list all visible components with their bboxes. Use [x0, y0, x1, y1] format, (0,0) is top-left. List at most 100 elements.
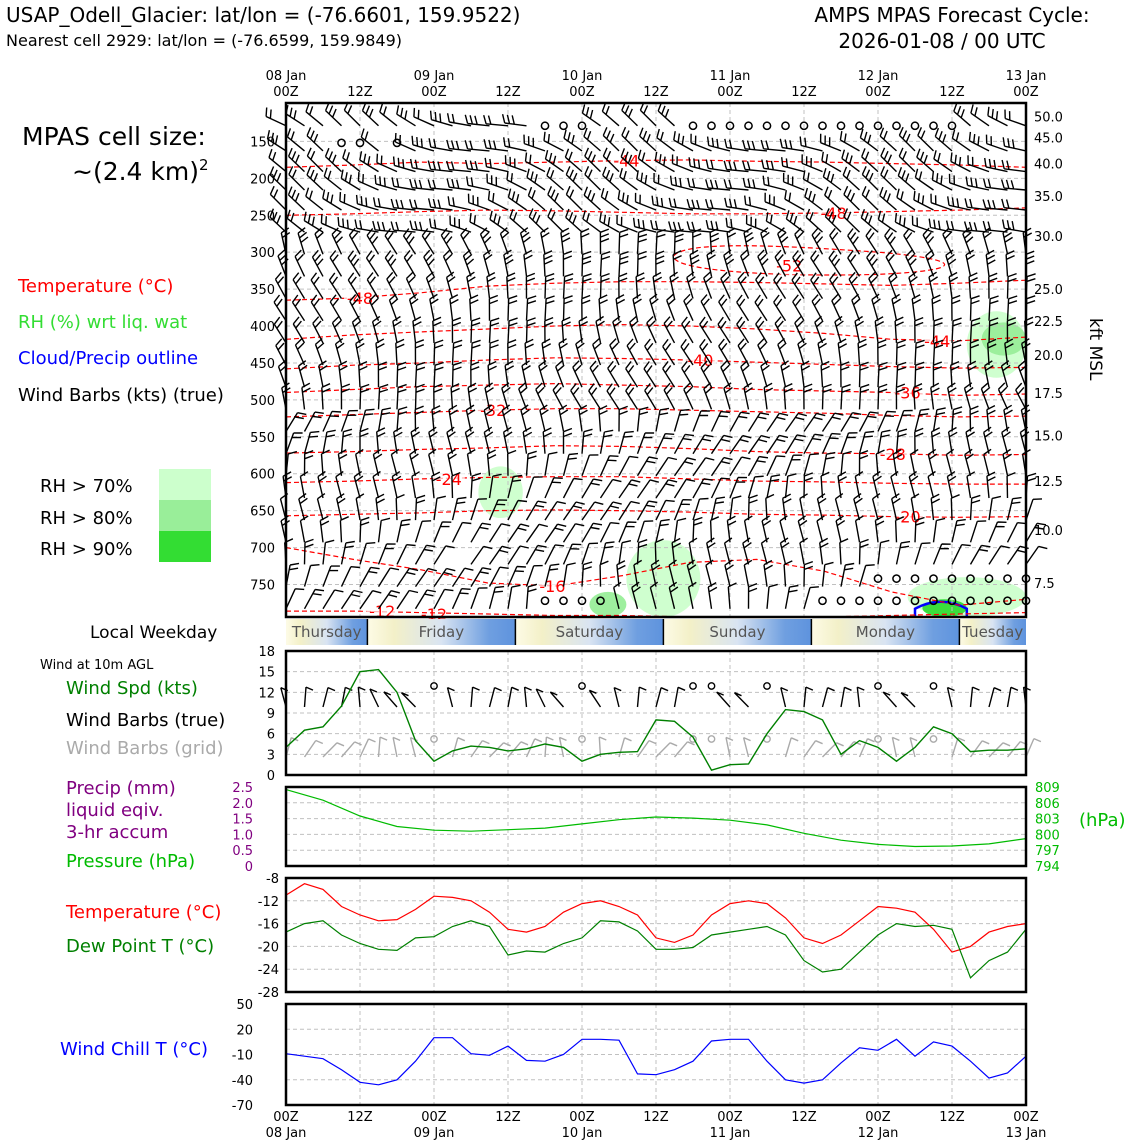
wind-barb [433, 521, 452, 543]
wind-barb [429, 218, 453, 233]
wind-barb [792, 250, 805, 277]
wind-barb [895, 361, 907, 388]
cross-y-tick-label: 650 [250, 505, 275, 520]
wind-barb [616, 214, 638, 233]
bottom-hour-label: 12Z [791, 1110, 817, 1125]
wind-barb [894, 516, 905, 543]
wind-barb [982, 227, 992, 255]
wind-y-tick-label: 3 [267, 748, 275, 763]
weekday-label: Thursday [291, 623, 362, 641]
wind-barb [911, 215, 934, 233]
calm-wind-marker [818, 596, 827, 606]
wind-barb [572, 360, 583, 388]
wind-barb [522, 426, 533, 454]
temp-y-tick-label: -28 [258, 986, 279, 1001]
wind-barb-grid [507, 741, 529, 758]
wind-barb [766, 583, 778, 609]
wind-barb [372, 470, 381, 499]
wind-barb [543, 250, 553, 277]
wind-barb [781, 157, 805, 173]
wind-barb [618, 479, 641, 499]
wind-barb [829, 227, 842, 255]
wind-barb [740, 360, 750, 388]
temp-panel-frame [284, 876, 1028, 994]
wind-barb [655, 407, 670, 432]
press-panel-frame [284, 785, 1028, 868]
wind-barb-true [780, 686, 789, 708]
wind-barb-grid [409, 736, 418, 758]
wind-barb [564, 148, 583, 173]
wind-barb [822, 168, 842, 191]
wind-barb [654, 151, 675, 173]
wind-barb [486, 271, 496, 299]
wind-barb [433, 339, 444, 366]
wind-barb [621, 126, 638, 152]
wind-barb [544, 316, 554, 343]
wind-barb [599, 228, 610, 255]
wind-barb [616, 560, 626, 587]
wind-barb [266, 130, 287, 152]
wind-barb [988, 521, 1007, 543]
wind-barb [763, 559, 773, 587]
cell-size-superscript: 2 [199, 156, 209, 174]
wind-barb [405, 271, 417, 299]
local-weekday-label: Local Weekday [90, 623, 217, 643]
wind-barb [964, 198, 990, 211]
bottom-date-label: 08 Jan [266, 1126, 307, 1140]
wind-barb [470, 317, 481, 343]
wind-barb [395, 338, 405, 366]
wind-barb [782, 493, 792, 521]
weekday-label: Saturday [556, 623, 624, 641]
wind-barb [766, 455, 786, 477]
calm-wind-marker [855, 121, 864, 131]
wind-barb [451, 567, 474, 587]
wind-barb [636, 406, 649, 432]
pressure-y-tick-label: 806 [1035, 797, 1060, 812]
wind-barb [337, 449, 348, 476]
wind-barb [984, 157, 1008, 173]
cross-kft-tick-label: 17.5 [1034, 387, 1063, 402]
wind-barb [429, 293, 439, 321]
cross-y-tick-label: 200 [250, 172, 275, 187]
wind-barb [555, 360, 565, 388]
calm-wind-marker-grid [707, 735, 716, 743]
wind-barb [757, 249, 769, 277]
wind-barb [433, 495, 446, 521]
wind-barb [966, 471, 976, 499]
wind-barb [760, 139, 786, 152]
wind-barb [487, 360, 497, 388]
wind-barb [914, 542, 931, 565]
wind-barb [507, 545, 529, 565]
legend-temperature: Temperature (°C) [17, 276, 173, 297]
temperature-panel: -28 -24 -20 -16 -12 -8 [258, 872, 1028, 1001]
wind-barb [544, 544, 565, 565]
wind-barb [723, 382, 733, 410]
wind-barb [340, 566, 360, 587]
legend-rh90-swatch [159, 531, 211, 562]
wind-barb [681, 360, 694, 388]
wind-barb [449, 294, 459, 321]
wind-barb [829, 272, 842, 299]
wind-barb [374, 174, 398, 191]
wind-barb [725, 217, 749, 233]
wind-barb [602, 127, 620, 152]
wind-barb [692, 410, 710, 432]
wind-barb [917, 127, 934, 152]
wind-barb [340, 540, 355, 565]
wind-barb [331, 227, 343, 255]
wind-barb [720, 360, 731, 388]
weekday-band-segment [367, 619, 516, 645]
precip-y-tick-label: 0 [245, 860, 253, 875]
wind-barb [334, 337, 345, 366]
wind-barb [366, 272, 380, 299]
wind-barb [525, 272, 536, 299]
temperature-label-bg [536, 576, 569, 595]
wind-barb [803, 412, 826, 432]
wind-barb [636, 479, 659, 499]
wind-barb-true [988, 687, 1002, 708]
wind-barb [861, 166, 879, 191]
wind-barb [618, 251, 629, 277]
wind-barb [673, 228, 684, 255]
wind-barb [466, 176, 490, 191]
wind-barb [692, 434, 714, 455]
